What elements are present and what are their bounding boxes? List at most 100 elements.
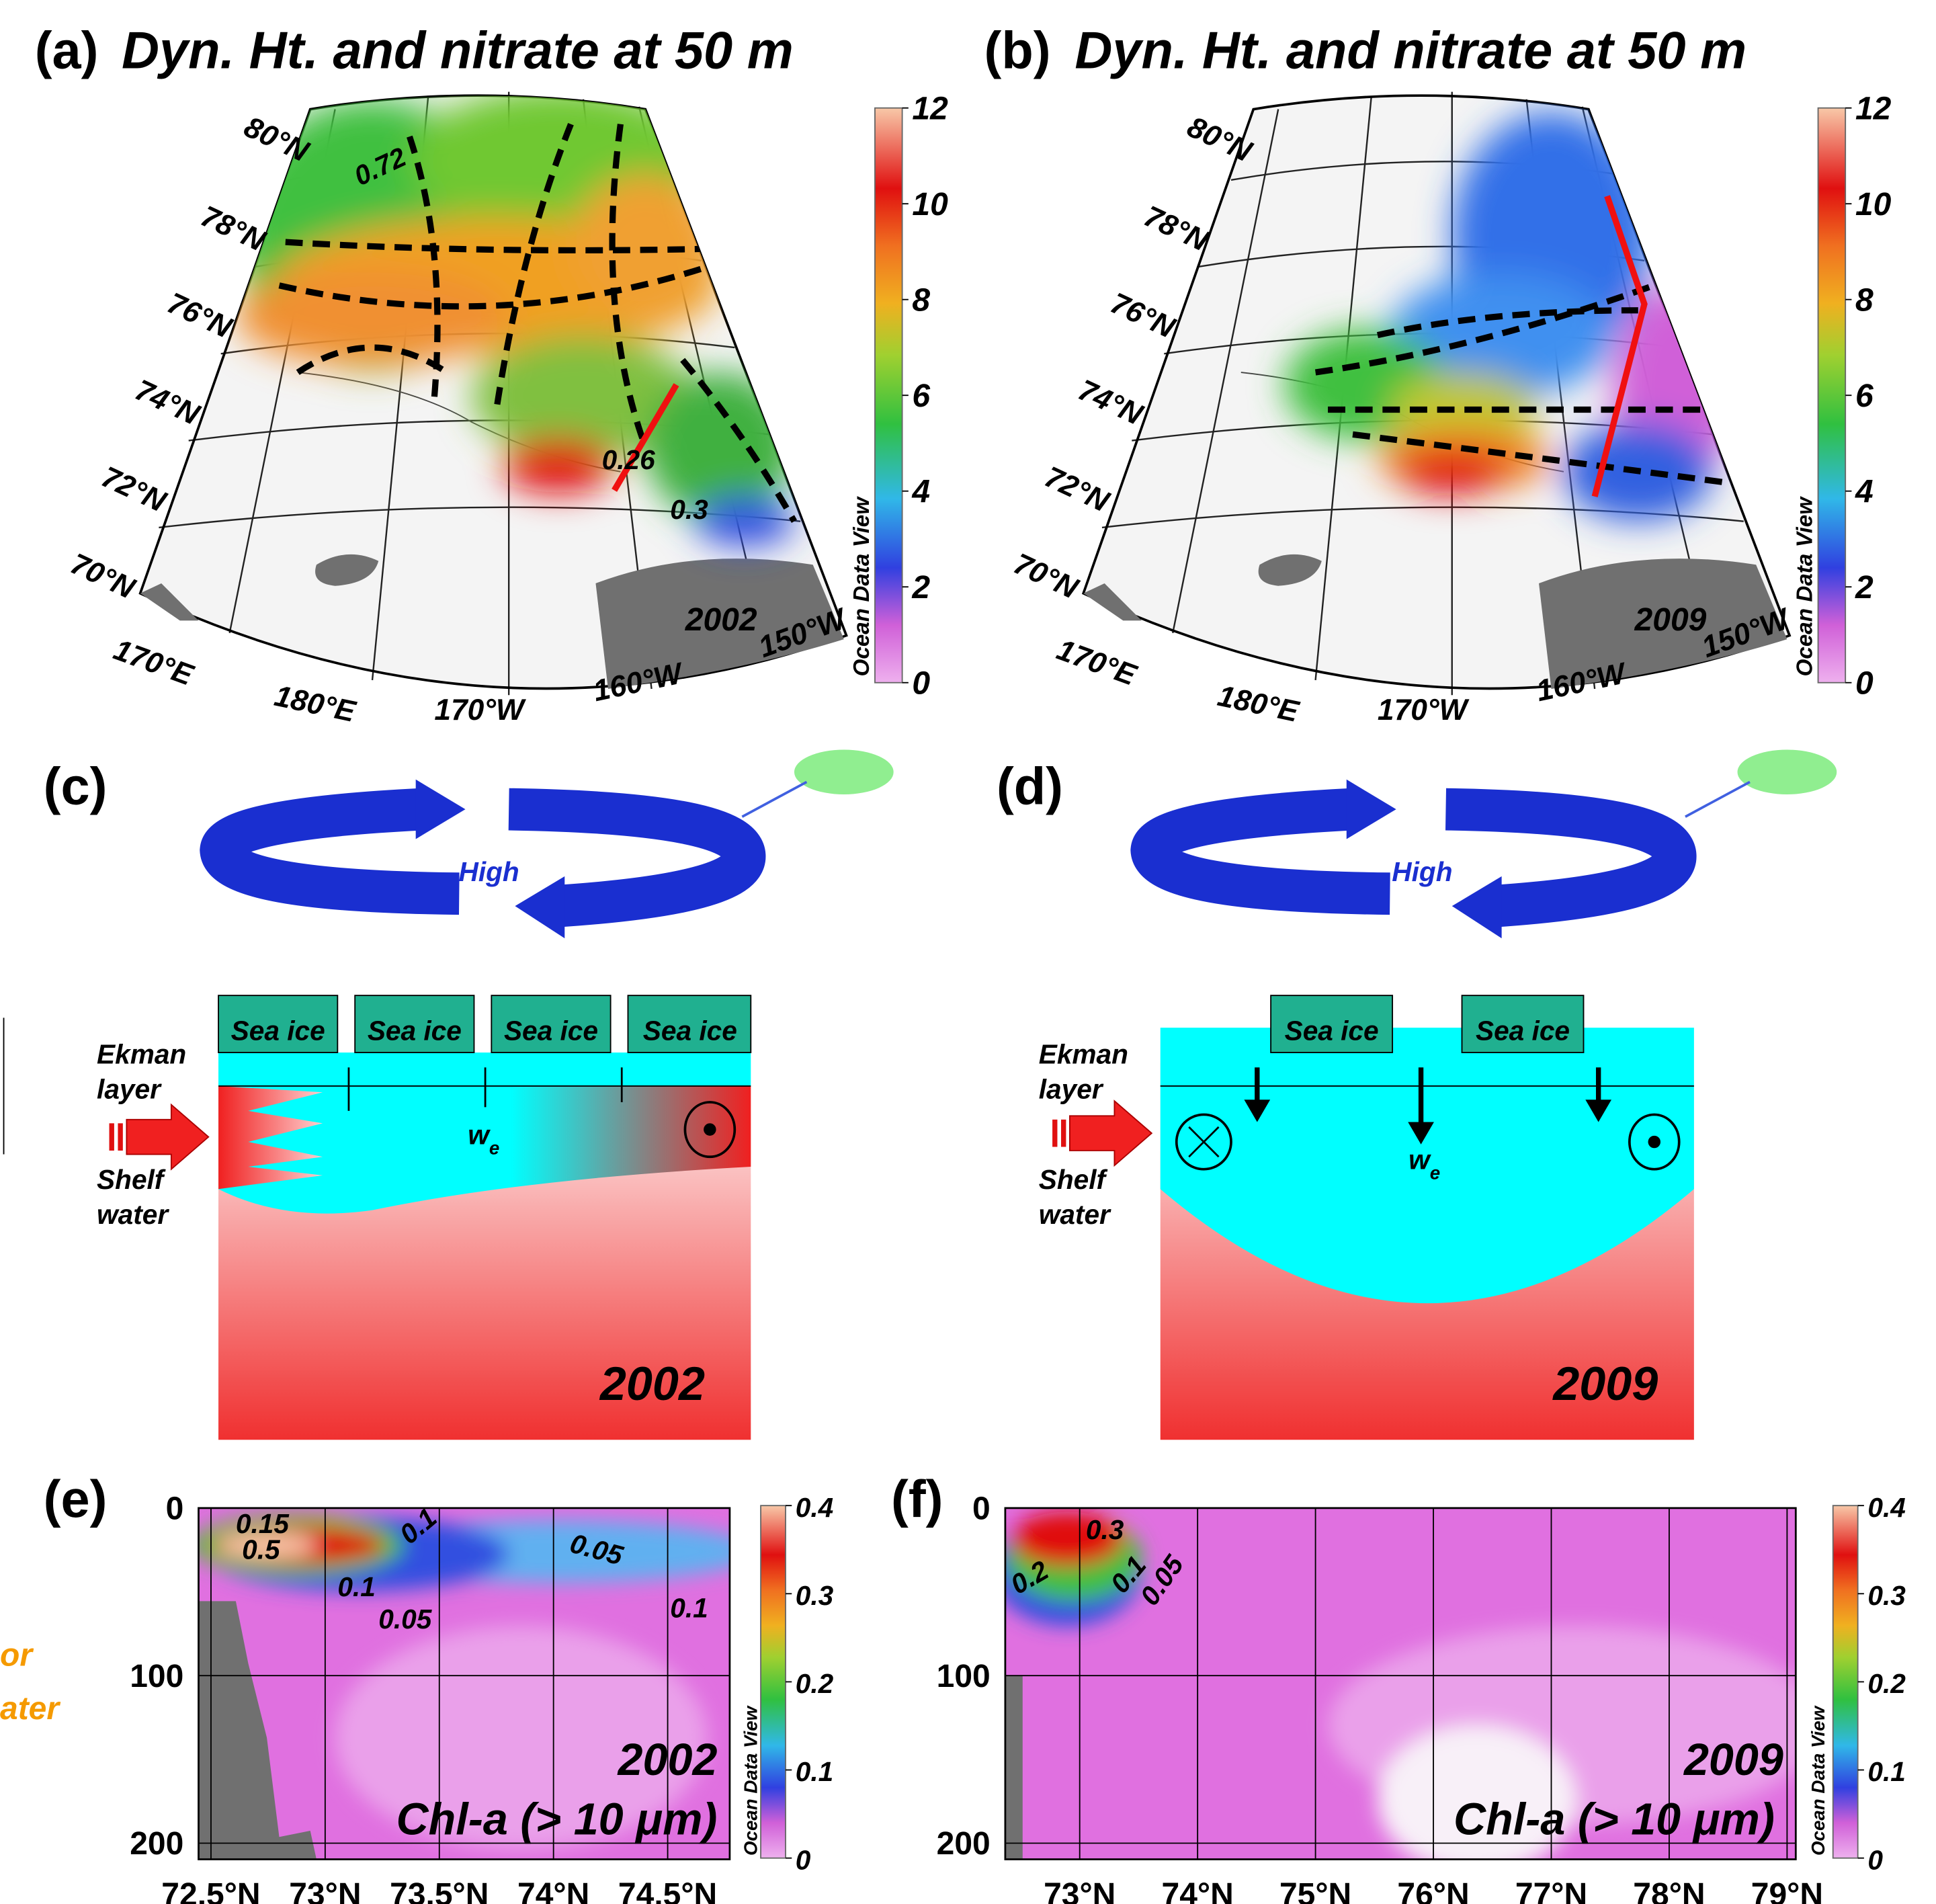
- caption: Chl-a (> 10 μm): [1454, 1795, 1775, 1845]
- wind-cloud: [742, 749, 893, 817]
- colorbar-tick-label: 0.4: [1867, 1492, 1905, 1523]
- year-label: 2002: [685, 602, 757, 638]
- panel-label: (b): [984, 22, 1051, 80]
- contour-label: 0.3: [670, 494, 708, 525]
- shelf-label: water: [97, 1199, 169, 1230]
- colorbar-credit: Ocean Data View: [1792, 496, 1817, 677]
- colorbar-credit: Ocean Data View: [741, 1704, 761, 1856]
- figure: (a) Dyn. Ht. and nitrate at 50 m 0.72 0.…: [0, 0, 1936, 1904]
- x-tick-label: 73.5°N: [390, 1877, 489, 1904]
- colorbar-tick-label: 0.2: [1867, 1668, 1906, 1699]
- x-tick-label: 76°N: [1397, 1877, 1469, 1904]
- we-subscript: e: [489, 1138, 499, 1159]
- longitude-label: 180°E: [271, 679, 359, 729]
- colorbar-tick-label: 6: [1855, 378, 1874, 414]
- latitude-label: 70°N: [65, 547, 140, 606]
- colorbar-tick-label: 0.3: [1867, 1580, 1906, 1611]
- x-tick-label: 77°N: [1515, 1877, 1587, 1904]
- colorbar-tick-label: 2: [1855, 570, 1874, 606]
- colorbar: [1818, 108, 1846, 683]
- year-label: 2002: [599, 1357, 705, 1410]
- shelf-label: water: [1039, 1199, 1111, 1230]
- colorbar-tick-label: 10: [1855, 187, 1892, 222]
- we-subscript: e: [1430, 1162, 1440, 1183]
- panel-label: (f): [891, 1471, 943, 1528]
- year-label: 2009: [1634, 602, 1707, 638]
- x-tick-label: 78°N: [1633, 1877, 1705, 1904]
- sea-ice-label: Sea ice: [368, 1016, 462, 1046]
- sea-ice-label: Sea ice: [1285, 1016, 1379, 1046]
- contour-label: 0.5: [242, 1534, 281, 1565]
- x-tick-label: 73°N: [1044, 1877, 1116, 1904]
- year-label: 2002: [617, 1735, 718, 1785]
- contour-label: 0.1: [337, 1571, 375, 1602]
- caption: Chl-a (> 10 μm): [396, 1795, 718, 1845]
- colorbar: [761, 1505, 786, 1858]
- ekman-label: Ekman: [1039, 1039, 1128, 1070]
- colorbar-tick-label: 0: [912, 665, 930, 701]
- colorbar-tick-label: 12: [912, 91, 948, 126]
- colorbar-tick-label: 0: [1867, 1844, 1883, 1875]
- latitude-label: 74°N: [130, 374, 204, 432]
- shelf-arrow: [110, 1105, 209, 1169]
- colorbar-credit: Ocean Data View: [1808, 1704, 1828, 1856]
- shelf-arrow: [1052, 1101, 1152, 1165]
- latitude-label: 76°N: [162, 286, 237, 345]
- colorbar-tick-label: 0.2: [796, 1668, 834, 1699]
- colorbar-tick-label: 0.4: [796, 1492, 833, 1523]
- y-tick-label: 200: [130, 1826, 183, 1862]
- x-tick-label: 72.5°N: [161, 1877, 260, 1904]
- high-label: High: [459, 856, 519, 887]
- contour-label: 0.1: [670, 1592, 708, 1623]
- colorbar-tick-label: 0.1: [796, 1756, 833, 1787]
- colorbar-tick-label: 4: [911, 474, 930, 509]
- contour-label: 0.05: [378, 1604, 432, 1634]
- colorbar-tick-label: 12: [1855, 91, 1892, 126]
- y-tick-label: 200: [937, 1826, 991, 1862]
- colorbar-tick-label: 4: [1855, 474, 1874, 509]
- shelf-label: Shelf: [97, 1164, 166, 1195]
- panel-label: (c): [44, 758, 108, 816]
- contour-label: 0.3: [1086, 1514, 1124, 1545]
- we-symbol: w: [468, 1120, 491, 1151]
- colorbar: [1833, 1505, 1858, 1858]
- panel-title: Dyn. Ht. and nitrate at 50 m: [122, 22, 794, 80]
- colorbar-tick-label: 0.3: [796, 1580, 834, 1611]
- we-symbol: w: [1408, 1145, 1431, 1175]
- shelf-label: Shelf: [1039, 1164, 1108, 1195]
- colorbar-tick-label: 6: [912, 378, 930, 414]
- x-tick-label: 73°N: [289, 1877, 361, 1904]
- colorbar-tick-label: 0.1: [1867, 1756, 1905, 1787]
- ekman-label: layer: [97, 1073, 162, 1104]
- panel-label: (d): [997, 758, 1063, 816]
- latitude-label: 72°N: [1040, 460, 1114, 519]
- colorbar-tick-label: 0: [796, 1844, 811, 1875]
- longitude-label: 180°E: [1215, 679, 1302, 729]
- latitude-label: 74°N: [1073, 374, 1148, 432]
- latitude-label: 78°N: [1139, 200, 1214, 258]
- panel-title: Dyn. Ht. and nitrate at 50 m: [1075, 22, 1746, 80]
- latitude-label: 70°N: [1009, 547, 1083, 606]
- year-label: 2009: [1683, 1735, 1783, 1785]
- y-tick-label: 100: [937, 1659, 991, 1694]
- x-tick-label: 79°N: [1751, 1877, 1823, 1904]
- x-tick-label: 75°N: [1279, 1877, 1351, 1904]
- wind-cloud: [1685, 749, 1837, 817]
- y-tick-label: 0: [166, 1491, 184, 1526]
- latitude-label: 80°N: [239, 110, 314, 169]
- longitude-label: 170°E: [110, 633, 198, 692]
- longitude-label: 170°W: [1378, 694, 1470, 727]
- panel-label: (a): [35, 22, 99, 80]
- colorbar-tick-label: 8: [912, 282, 930, 318]
- y-tick-label: 100: [130, 1659, 183, 1694]
- colorbar-tick-label: 2: [911, 570, 930, 606]
- sea-ice-label: Sea ice: [643, 1016, 737, 1046]
- sea-ice-label: Sea ice: [504, 1016, 598, 1046]
- longitude-label: 170°E: [1052, 633, 1141, 692]
- x-tick-label: 74.5°N: [618, 1877, 717, 1904]
- latitude-label: 72°N: [97, 460, 171, 519]
- colorbar-credit: Ocean Data View: [849, 496, 874, 677]
- latitude-label: 80°N: [1182, 110, 1257, 169]
- panel-label: (e): [44, 1471, 108, 1528]
- colorbar-tick-label: 8: [1855, 282, 1874, 318]
